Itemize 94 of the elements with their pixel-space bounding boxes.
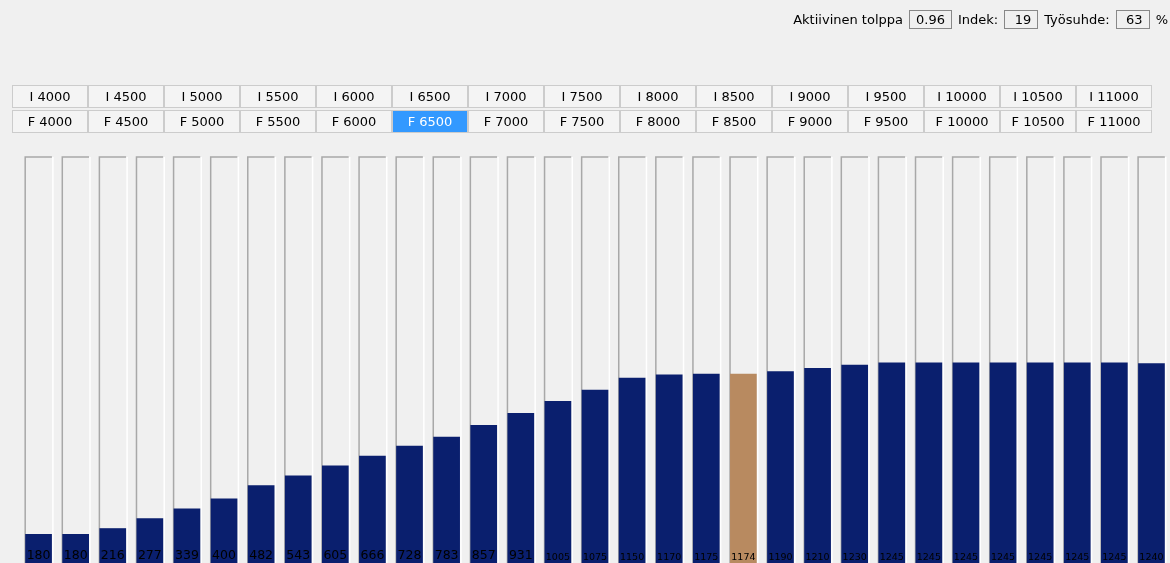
bar	[433, 436, 460, 563]
data-label: 783	[434, 547, 459, 562]
text: I 5000	[164, 85, 240, 108]
text: F 10000	[924, 110, 1000, 133]
bar	[878, 362, 906, 563]
text: F 9000	[772, 110, 848, 133]
bar	[581, 389, 609, 563]
text: F 8500	[696, 110, 772, 133]
text: I 4500	[88, 85, 164, 108]
data-label: 482	[249, 547, 274, 562]
bar	[989, 362, 1017, 563]
text: F 5500	[240, 110, 316, 133]
text: I 7500	[544, 85, 620, 108]
text: F 4000	[12, 110, 88, 133]
bar	[1063, 362, 1091, 563]
data-label: 666	[360, 547, 385, 562]
data-label: 1210	[805, 550, 830, 562]
bar	[618, 377, 646, 563]
bar	[804, 368, 831, 563]
text: I 9000	[772, 85, 848, 108]
text: %	[1155, 12, 1168, 27]
text: F 5000	[164, 110, 240, 133]
bar	[507, 413, 535, 563]
data-label: 180	[63, 547, 88, 562]
data-label: 1005	[545, 550, 570, 562]
data-label: 1174	[731, 550, 756, 562]
bar	[1026, 362, 1054, 563]
text: Indek:	[957, 12, 999, 27]
bar	[284, 475, 312, 563]
data-label: 1240	[1139, 550, 1164, 562]
text: I 7000	[468, 85, 544, 108]
bar	[359, 455, 386, 563]
bar	[655, 374, 683, 563]
text: F 11000	[1076, 110, 1152, 133]
bar	[544, 401, 572, 563]
text: Aktiivinen tolppa	[793, 12, 903, 27]
text: F 7000	[468, 110, 544, 133]
data-label: 277	[137, 547, 162, 562]
data-label: 216	[100, 547, 125, 562]
bar	[952, 362, 980, 563]
data-label: 180	[26, 547, 51, 562]
bar	[136, 518, 164, 563]
text: I 8000	[620, 85, 696, 108]
data-label: 543	[286, 547, 311, 562]
text: 63	[1115, 10, 1150, 29]
text: I 6000	[316, 85, 392, 108]
text: F 7500	[544, 110, 620, 133]
bar	[692, 373, 720, 563]
text: F 8000	[620, 110, 696, 133]
data-label: 339	[175, 547, 199, 562]
text: I 5500	[240, 85, 316, 108]
data-label: 728	[397, 547, 422, 562]
text: I 6500	[392, 85, 468, 108]
data-label: 1190	[768, 550, 793, 562]
data-label: 1175	[694, 550, 719, 562]
text: I 11000	[1076, 85, 1152, 108]
text: F 6500	[392, 110, 468, 133]
data-label: 1150	[620, 550, 645, 562]
data-label: 1245	[1102, 550, 1127, 562]
text: F 10500	[1000, 110, 1076, 133]
data-label: 1245	[879, 550, 904, 562]
text: I 8500	[696, 85, 772, 108]
data-label: 931	[508, 547, 533, 562]
bar	[730, 373, 757, 563]
text: F 9500	[848, 110, 924, 133]
bar	[321, 465, 349, 563]
text: Työsuhde:	[1044, 12, 1110, 27]
text: F 4500	[88, 110, 164, 133]
data-label: 1245	[953, 550, 979, 562]
bar	[767, 371, 794, 563]
data-label: 400	[212, 547, 237, 562]
text: F 6000	[316, 110, 392, 133]
data-label: 1245	[1065, 550, 1090, 562]
bar	[1101, 362, 1128, 563]
text: 0.96	[909, 10, 952, 29]
data-label: 605	[323, 547, 348, 562]
data-label: 857	[471, 547, 496, 562]
bar	[247, 485, 275, 563]
bar	[915, 362, 943, 563]
text: I 10500	[1000, 85, 1076, 108]
bar	[396, 445, 423, 563]
data-label: 1245	[916, 550, 941, 562]
text: I 9500	[848, 85, 924, 108]
text: I 10000	[924, 85, 1000, 108]
bar	[1138, 363, 1165, 563]
data-label: 1245	[1028, 550, 1053, 562]
bar	[470, 424, 498, 563]
text: I 4000	[12, 85, 88, 108]
bar	[841, 364, 869, 563]
data-label: 1230	[842, 550, 867, 562]
data-label: 1170	[657, 550, 682, 562]
data-label: 1245	[990, 550, 1016, 562]
text: 19	[1004, 10, 1039, 29]
data-label: 1075	[582, 550, 608, 562]
